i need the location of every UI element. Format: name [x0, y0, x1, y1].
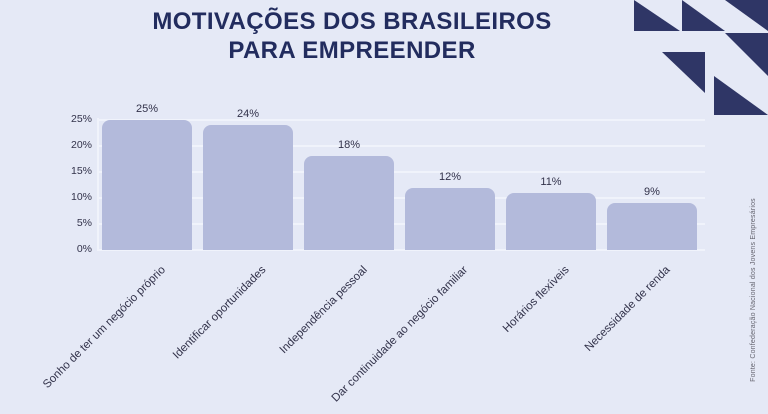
bar-value-label: 12%: [438, 171, 462, 183]
gridline: [97, 119, 705, 121]
source-attribution: Fonte: Confederação Nacional dos Jovens …: [750, 198, 757, 382]
y-axis-tick-label: 10%: [70, 191, 92, 203]
y-axis-tick-label: 5%: [76, 217, 92, 229]
triangle-icon: [634, 0, 680, 31]
y-axis-tick-label: 15%: [70, 165, 92, 177]
y-axis-line: [97, 118, 99, 251]
bar-value-label: 11%: [540, 176, 562, 188]
bar-4: [405, 188, 495, 250]
gridline: [97, 249, 705, 251]
y-axis-tick-label: 20%: [70, 139, 92, 151]
category-label: Horários flexíveis: [500, 264, 572, 335]
gridline: [97, 223, 705, 225]
triangle-icon: [725, 0, 768, 31]
bar-value-label: 25%: [135, 103, 159, 115]
category-label: Necessidade de renda: [582, 264, 673, 354]
page-title-line1: MOTIVAÇÕES DOS BRASILEIROS: [152, 8, 552, 35]
triangle-icon: [682, 0, 725, 31]
bar-6: [607, 203, 697, 250]
category-label: Sonho de ter um negócio próprio: [40, 264, 168, 391]
gridline: [97, 197, 705, 199]
bar-5: [506, 193, 596, 250]
logo-triangle-pattern: [634, 0, 768, 115]
page-title: MOTIVAÇÕES DOS BRASILEIROS PARA EMPREEND…: [0, 7, 704, 65]
category-label: Identificar oportunidades: [170, 264, 269, 362]
category-label: Independência pessoal: [277, 264, 370, 357]
triangle-icon: [725, 33, 768, 76]
y-axis-tick-label: 0%: [76, 243, 92, 255]
gridline: [97, 171, 705, 173]
bar-value-label: 18%: [337, 139, 361, 151]
bar-value-label: 9%: [644, 186, 660, 198]
gridline: [97, 145, 705, 147]
bar-3: [304, 156, 394, 250]
bar-1: [102, 120, 192, 250]
triangle-icon: [714, 76, 768, 115]
bar-2: [203, 125, 293, 250]
triangle-icon: [662, 52, 705, 93]
page-title-line2: PARA EMPREENDER: [228, 37, 476, 64]
y-axis-tick-label: 25%: [70, 113, 92, 125]
bar-value-label: 24%: [236, 108, 260, 120]
